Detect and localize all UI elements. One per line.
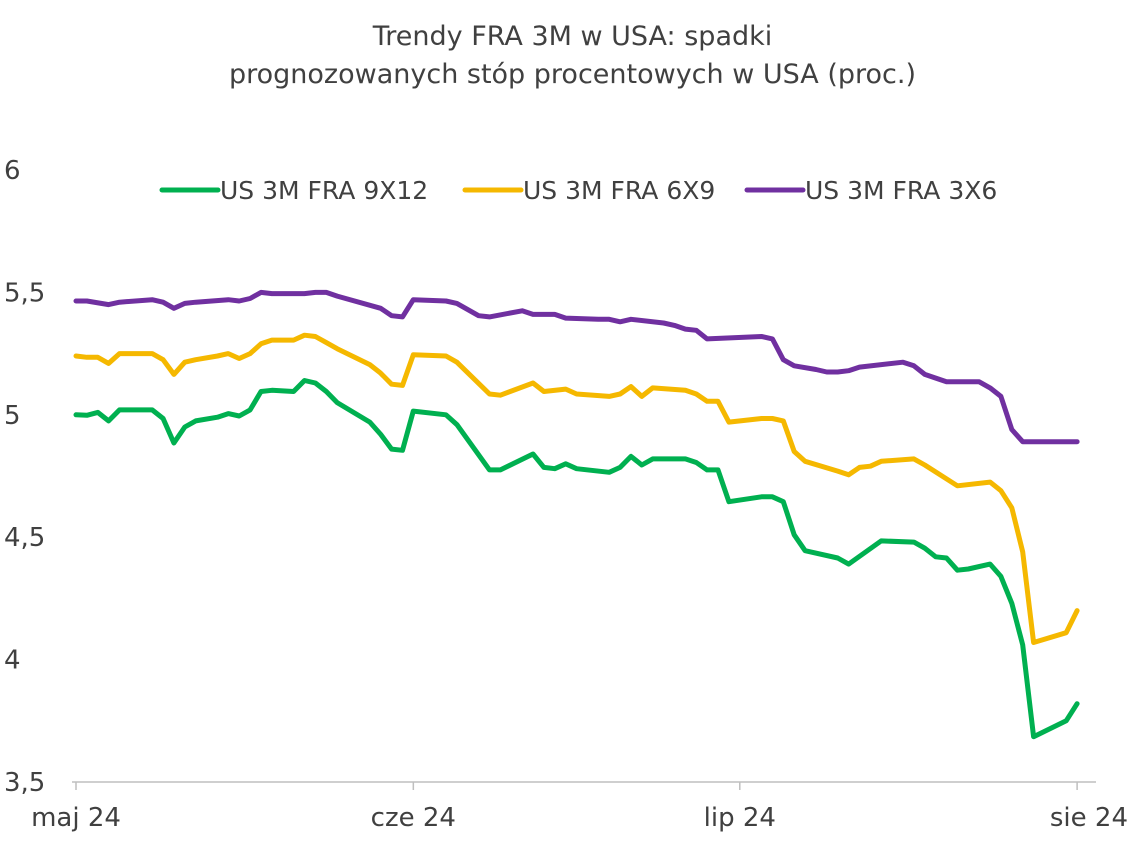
y-tick-label: 4 (4, 646, 21, 676)
series-line (73, 378, 1080, 740)
legend-label: US 3M FRA 3X6 (805, 176, 997, 205)
y-axis: 6 5,5 5 4,5 4 3,5 (4, 156, 45, 798)
series-group (73, 289, 1080, 740)
y-tick-label: 4,5 (4, 523, 45, 553)
y-tick-label: 5,5 (4, 278, 45, 308)
legend-label: US 3M FRA 6X9 (523, 176, 715, 205)
chart-title-line-2: prognozowanych stóp procentowych w USA (… (229, 59, 916, 90)
x-tick-label: cze 24 (371, 803, 456, 833)
legend-label: US 3M FRA 9X12 (220, 176, 428, 205)
x-tick-label: sie 24 (1050, 803, 1128, 833)
x-tick-label: lip 24 (704, 803, 776, 833)
series-line (73, 332, 1080, 645)
y-tick-label: 5 (4, 401, 21, 431)
legend: US 3M FRA 9X12 US 3M FRA 6X9 US 3M FRA 3X6 (159, 176, 997, 205)
x-axis: maj 24 cze 24 lip 24 sie 24 (31, 781, 1128, 833)
chart-title: Trendy FRA 3M w USA: spadki prognozowany… (0, 18, 1145, 94)
chart-title-line-1: Trendy FRA 3M w USA: spadki (372, 21, 773, 52)
x-tick-label: maj 24 (31, 803, 121, 833)
y-tick-label: 3,5 (4, 768, 45, 798)
y-tick-label: 6 (4, 156, 21, 186)
series-line (73, 289, 1080, 445)
